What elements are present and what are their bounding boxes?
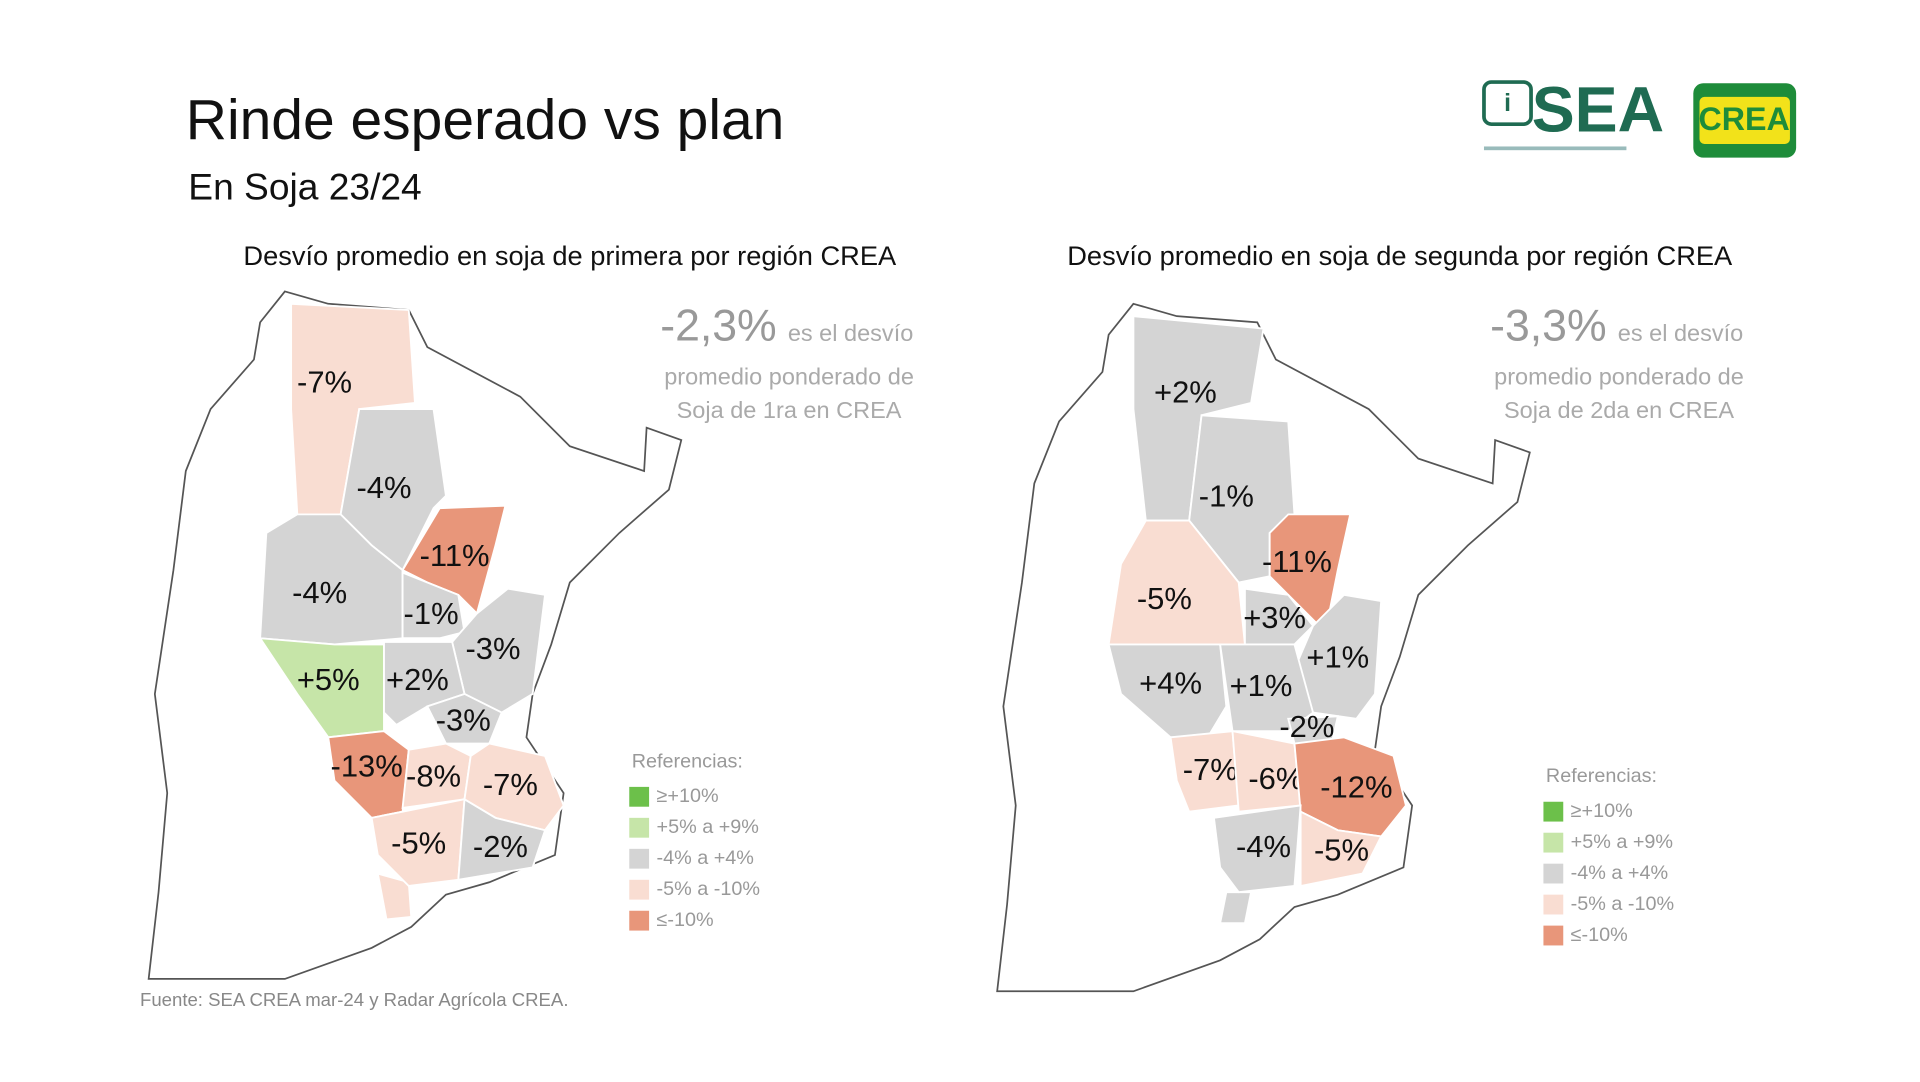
summary-value: -2,3% bbox=[660, 301, 776, 350]
legend-swatch bbox=[1543, 801, 1564, 822]
region-label: -4% bbox=[292, 575, 347, 610]
legend-label: -5% a -10% bbox=[1571, 893, 1674, 915]
map-title: Desvío promedio en soja de primera por r… bbox=[243, 240, 897, 271]
country-outline bbox=[147, 290, 683, 980]
region-label: -3% bbox=[465, 631, 520, 666]
region bbox=[1212, 804, 1302, 894]
summary-line: promedio ponderado de bbox=[664, 363, 914, 389]
title: Rinde esperado vs plan bbox=[186, 88, 785, 152]
region-label: -6% bbox=[1248, 761, 1303, 796]
region-label: +4% bbox=[1139, 665, 1202, 700]
legend-swatch bbox=[629, 910, 650, 931]
legend-swatch bbox=[1543, 832, 1564, 853]
region-label: -5% bbox=[1314, 833, 1369, 868]
map-panel: +2%-1%-11%-5%+3%+1%+4% +1%-2%-7% -6% -12%-4… bbox=[996, 240, 1744, 993]
region-label: -7% bbox=[483, 767, 538, 802]
region-tail bbox=[376, 872, 413, 921]
region bbox=[401, 504, 507, 616]
summary-line: Soja de 1ra en CREA bbox=[677, 397, 902, 423]
legend-swatch bbox=[629, 848, 650, 869]
region-label: -13% bbox=[331, 748, 403, 783]
region bbox=[1299, 810, 1383, 888]
country-outline bbox=[996, 302, 1531, 993]
region bbox=[1243, 587, 1315, 646]
svg-text:i: i bbox=[1504, 90, 1511, 117]
map-title: Desvío promedio en soja de segunda por r… bbox=[1067, 240, 1733, 271]
legend-swatch bbox=[629, 879, 650, 900]
summary-line: promedio ponderado de bbox=[1494, 363, 1744, 389]
region-label: -12% bbox=[1320, 770, 1392, 805]
legend-swatch bbox=[1543, 925, 1564, 946]
legend-swatch bbox=[1543, 863, 1564, 884]
legend-label: ≤-10% bbox=[1571, 924, 1628, 946]
legend-label: ≤-10% bbox=[657, 909, 714, 931]
legend-label: -4% a +4% bbox=[1571, 862, 1668, 884]
legend-swatch bbox=[629, 786, 650, 807]
legend-swatch bbox=[1543, 894, 1564, 915]
region-label: -8% bbox=[406, 758, 461, 793]
summary-value: -3,3% bbox=[1490, 301, 1606, 350]
region-label: -1% bbox=[404, 596, 459, 631]
legend-label: +5% a +9% bbox=[1571, 831, 1673, 853]
region-label: +1% bbox=[1230, 668, 1293, 703]
region-label: +3% bbox=[1243, 600, 1306, 635]
crea-text: CREA bbox=[1698, 101, 1789, 137]
legend-label: -5% a -10% bbox=[657, 878, 760, 900]
region-label: -2% bbox=[1279, 709, 1334, 744]
summary-text: es el desvío bbox=[1618, 320, 1743, 346]
region-label: -11% bbox=[420, 538, 490, 573]
region bbox=[1268, 513, 1352, 634]
region bbox=[457, 797, 547, 881]
legend-title: Referencias: bbox=[1546, 765, 1657, 787]
region-label: +2% bbox=[1154, 374, 1217, 409]
region-label: -5% bbox=[1137, 581, 1192, 616]
region-tail bbox=[1218, 891, 1253, 925]
legend-label: ≥+10% bbox=[1571, 800, 1633, 822]
region bbox=[426, 692, 503, 745]
sea-logo: i SEA bbox=[1482, 73, 1664, 151]
region-label: -7% bbox=[1183, 752, 1238, 787]
region-label: -11% bbox=[1262, 544, 1332, 579]
region-label: -7% bbox=[297, 364, 352, 399]
region bbox=[1169, 730, 1240, 813]
sea-text: SEA bbox=[1532, 73, 1664, 145]
region-label: +5% bbox=[297, 662, 360, 697]
region-label: -3% bbox=[436, 703, 491, 738]
region-label: -4% bbox=[356, 470, 411, 505]
region-label: +1% bbox=[1306, 639, 1369, 674]
legend-title: Referencias: bbox=[632, 750, 743, 772]
legend-label: ≥+10% bbox=[657, 785, 719, 807]
region-label: -1% bbox=[1199, 478, 1254, 513]
region-label: -5% bbox=[391, 825, 446, 860]
map-panel: -7%-4%-11%-4%-1%-3%+5% +2%-3%-13% -8% -7%-5… bbox=[147, 240, 914, 980]
crea-logo: CREA bbox=[1693, 83, 1797, 158]
region-label: +2% bbox=[386, 662, 449, 697]
region-label: -4% bbox=[1236, 829, 1291, 864]
legend-swatch bbox=[629, 817, 650, 838]
legend-label: +5% a +9% bbox=[657, 816, 759, 838]
legend-label: -4% a +4% bbox=[657, 847, 754, 869]
summary-text: es el desvío bbox=[788, 320, 914, 346]
region-label: -2% bbox=[473, 829, 528, 864]
subtitle: En Soja 23/24 bbox=[188, 166, 421, 208]
summary-line: Soja de 2da en CREA bbox=[1504, 397, 1734, 423]
footer: Fuente: SEA CREA mar-24 y Radar Agrícola… bbox=[140, 989, 569, 1010]
